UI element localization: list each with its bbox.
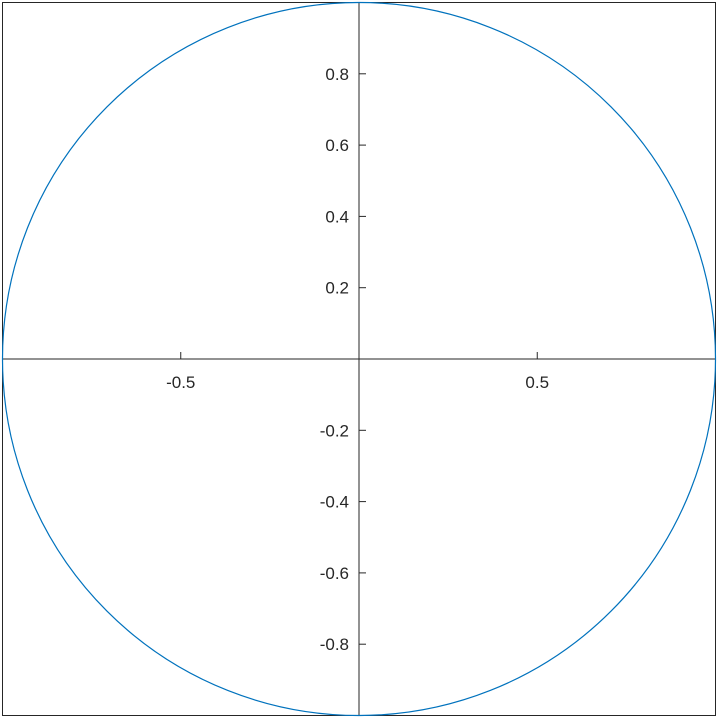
y-ticks-group: 0.8 0.6 0.4 0.2 -0.2 -0.4 -0.6 -0.8 xyxy=(320,65,366,654)
x-tick-label: 0.5 xyxy=(525,373,549,392)
y-tick-label: 0.4 xyxy=(325,207,349,226)
y-tick-label: -0.6 xyxy=(320,564,349,583)
x-tick-label: -0.5 xyxy=(166,373,195,392)
y-tick-label: 0.8 xyxy=(325,65,349,84)
y-tick-label: -0.8 xyxy=(320,635,349,654)
y-tick-label: -0.2 xyxy=(320,421,349,440)
x-ticks-group: -0.5 0.5 xyxy=(166,352,549,392)
y-tick-label: 0.2 xyxy=(325,279,349,298)
y-tick-label: -0.4 xyxy=(320,493,349,512)
y-tick-label: 0.6 xyxy=(325,136,349,155)
